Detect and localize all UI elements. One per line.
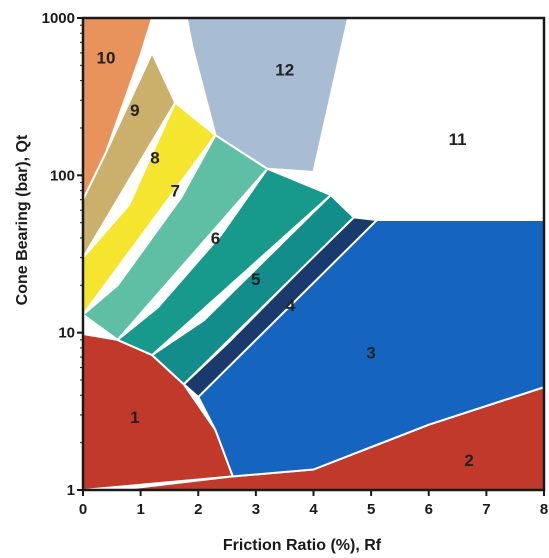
y-tick-label: 10 bbox=[58, 325, 75, 342]
x-tick-label: 3 bbox=[252, 501, 260, 518]
zone-11-region bbox=[312, 18, 544, 221]
zone-12-region bbox=[185, 18, 350, 173]
x-tick-label: 1 bbox=[136, 501, 144, 518]
x-axis-label: Friction Ratio (%), Rf bbox=[223, 537, 382, 554]
x-tick-label: 2 bbox=[194, 501, 202, 518]
y-tick-label: 100 bbox=[50, 167, 75, 184]
zone-8-label: 8 bbox=[150, 148, 159, 167]
zone-9-region bbox=[83, 51, 177, 259]
x-tick-label: 4 bbox=[309, 501, 318, 518]
zone-9-label: 9 bbox=[130, 101, 139, 120]
zone-7-label: 7 bbox=[170, 182, 179, 201]
x-tick-label: 6 bbox=[425, 501, 433, 518]
zone-4-label: 4 bbox=[286, 296, 296, 315]
zone-10-region bbox=[83, 18, 154, 201]
x-tick-label: 5 bbox=[367, 501, 375, 518]
zone-6-label: 6 bbox=[211, 229, 220, 248]
x-tick-label: 7 bbox=[482, 501, 490, 518]
zone-10-label: 10 bbox=[97, 49, 116, 68]
zone-3-label: 3 bbox=[366, 343, 375, 362]
zone-1-label: 1 bbox=[130, 408, 139, 427]
zone-8-region bbox=[83, 101, 217, 316]
y-axis-label: Cone Bearing (bar), Qt bbox=[14, 134, 31, 305]
zone-5-label: 5 bbox=[251, 270, 260, 289]
y-axis-ticks: 1 10 100 1000 bbox=[42, 10, 83, 499]
zone-11-label: 11 bbox=[449, 130, 467, 149]
x-tick-label: 8 bbox=[540, 501, 548, 518]
y-tick-label: 1 bbox=[67, 482, 75, 499]
zone-regions bbox=[83, 18, 544, 490]
zone-12-label: 12 bbox=[275, 61, 294, 80]
x-tick-label: 0 bbox=[79, 501, 87, 518]
x-axis-ticks: 0 1 2 3 4 5 6 7 8 bbox=[79, 490, 548, 518]
y-tick-label: 1000 bbox=[42, 10, 75, 27]
zone-2-label: 2 bbox=[464, 451, 473, 470]
